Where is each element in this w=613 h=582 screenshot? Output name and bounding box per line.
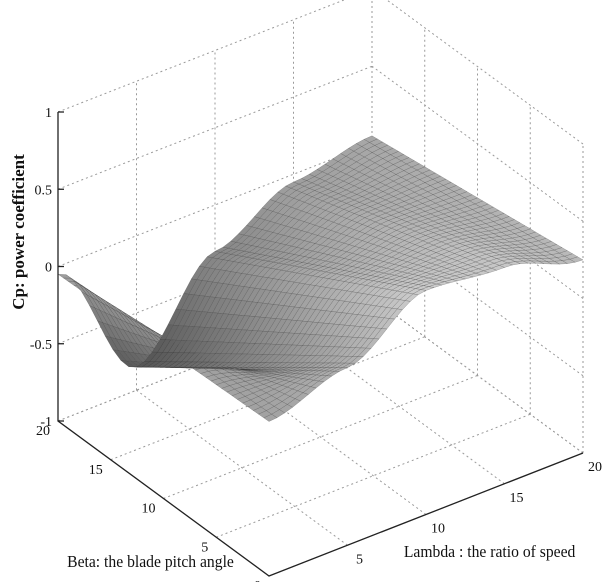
x-tick-label: 10 <box>431 522 445 537</box>
z-tick-label: 1 <box>45 106 52 121</box>
y-tick-label: 20 <box>36 424 50 439</box>
gridline <box>371 65 584 222</box>
gridline <box>214 359 427 515</box>
gridline <box>57 65 373 190</box>
y-tick-label: 0 <box>254 579 261 582</box>
x-axis-label: Lambda : the ratio of speed <box>404 541 575 561</box>
surface-cell <box>57 273 72 279</box>
axes-frame <box>57 111 584 577</box>
x-tick-label: 15 <box>510 491 524 506</box>
gridline <box>216 413 531 538</box>
surface-mesh <box>57 135 584 422</box>
gridline <box>57 143 373 267</box>
x-tick-label: 20 <box>588 460 602 475</box>
tick-labels: -1-0.500.510510152005101520 <box>30 106 602 582</box>
gridline <box>110 336 425 461</box>
z-tick-label: -0.5 <box>30 338 52 353</box>
gridline <box>386 0 584 145</box>
y-tick-label: 5 <box>201 540 208 555</box>
gridline <box>136 389 348 546</box>
x-tick-label: 5 <box>356 552 363 567</box>
y-tick-label: 10 <box>142 502 156 517</box>
y-axis-label: Beta: the blade pitch angle <box>67 551 234 571</box>
z-tick-label: 0.5 <box>35 183 53 198</box>
z-tick-label: 0 <box>45 261 52 276</box>
z-axis-label: Cp: power coefficient <box>9 154 28 310</box>
gridline <box>163 375 478 499</box>
gridline <box>371 297 584 454</box>
z-tick-label: -1 <box>40 415 52 430</box>
gridline <box>57 0 346 113</box>
gridline <box>371 220 584 377</box>
y-tick-label: 15 <box>89 463 103 478</box>
gridline <box>293 328 505 485</box>
